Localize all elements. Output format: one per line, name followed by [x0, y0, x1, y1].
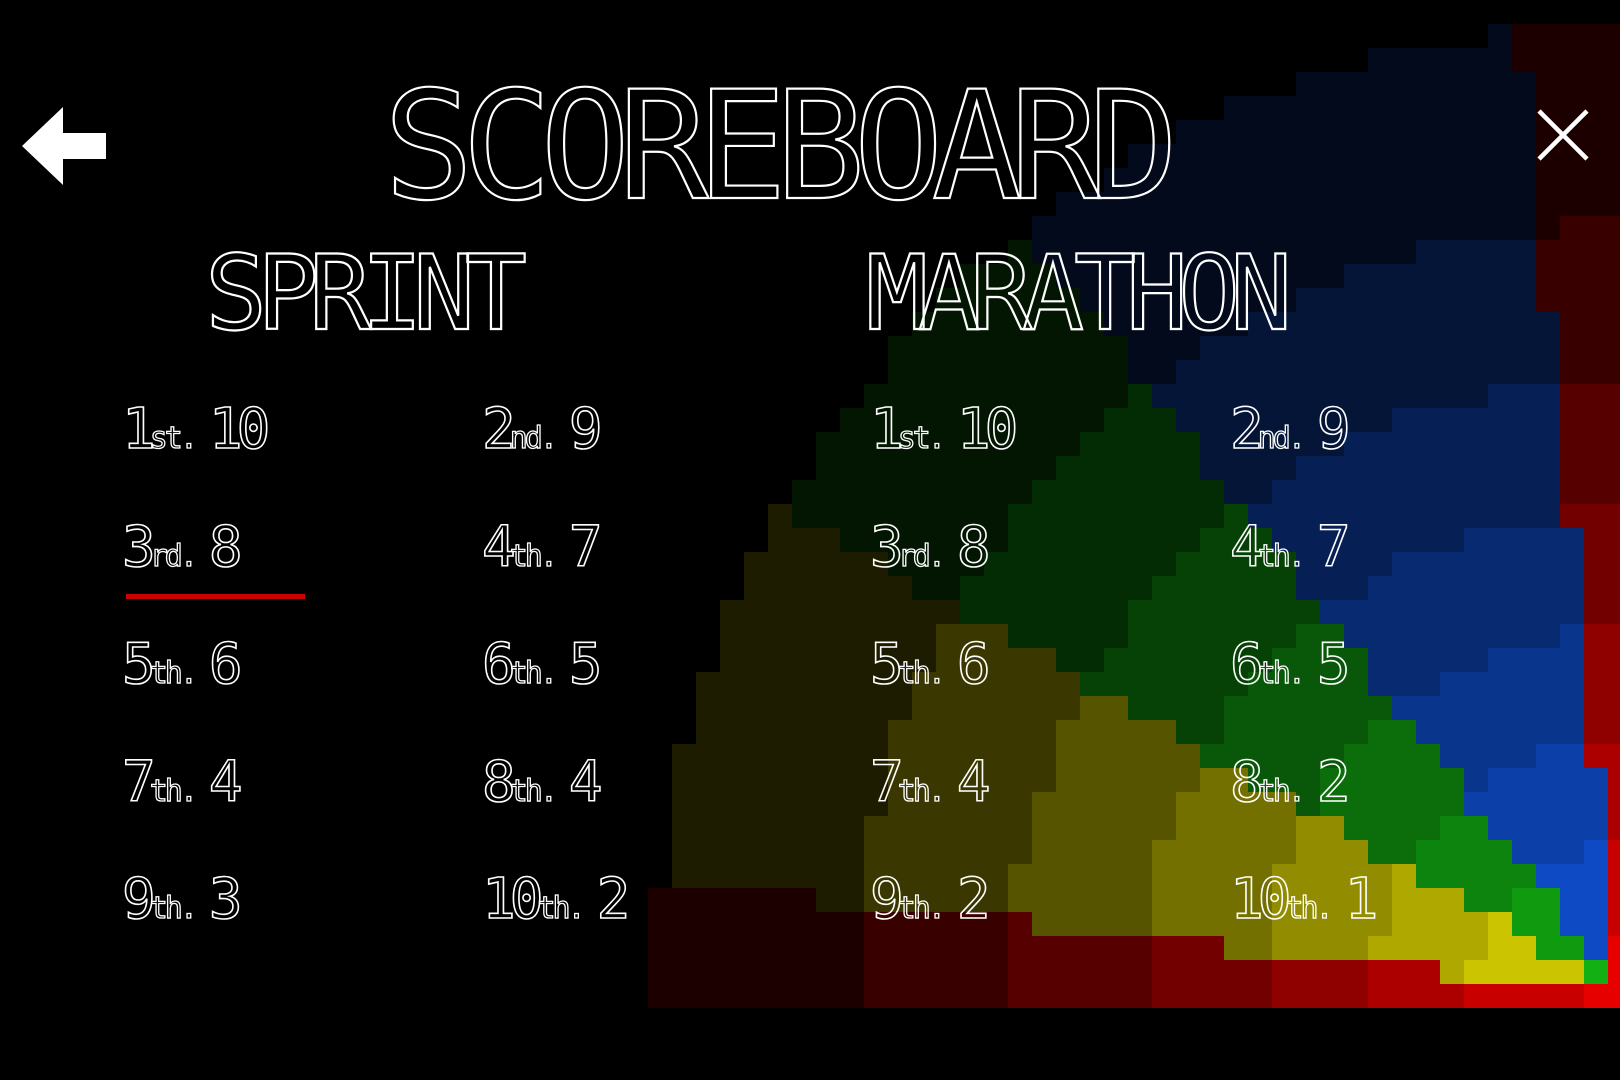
rank-suffix: rd.	[897, 538, 947, 574]
highlight-underline	[126, 593, 305, 599]
rank-number: 5	[869, 632, 904, 697]
score-value: 7	[1316, 514, 1351, 580]
score-entry: 7th. 4	[121, 753, 482, 873]
score-entry: 4th. 7	[1229, 518, 1590, 638]
rank-suffix: th.	[897, 656, 947, 691]
rank-suffix: th.	[509, 656, 559, 691]
score-value: 1	[1344, 867, 1379, 932]
rank-suffix: st.	[897, 421, 947, 456]
rank-suffix: nd.	[509, 421, 559, 456]
score-entry: 5th. 6	[121, 636, 482, 755]
rank-number: 9	[121, 867, 156, 932]
rank-number: 2	[1229, 397, 1264, 462]
score-value: 4	[956, 749, 991, 815]
close-x-icon	[1537, 109, 1589, 161]
rank-number: 5	[121, 632, 156, 697]
score-entry: 2nd. 9	[481, 401, 842, 520]
rank-number: 8	[1229, 749, 1264, 815]
rank-number: 7	[121, 749, 156, 815]
rank-number: 2	[481, 397, 516, 462]
score-entry: 8th. 2	[1229, 753, 1590, 873]
score-entry: 1st. 10	[869, 401, 1230, 520]
rank-suffix: th.	[1285, 891, 1335, 926]
rank-number: 8	[481, 749, 516, 815]
score-value: 9	[568, 397, 603, 462]
score-value: 5	[568, 632, 603, 697]
rank-suffix: nd.	[1257, 421, 1307, 456]
section-title-sprint: SPRINT	[204, 234, 528, 354]
rank-number: 10	[481, 867, 544, 932]
score-entry: 6th. 5	[481, 636, 842, 755]
rank-number: 6	[1229, 632, 1264, 697]
rank-suffix: th.	[897, 891, 947, 926]
rank-suffix: th.	[149, 773, 199, 809]
score-value: 10	[208, 397, 271, 462]
score-value: 5	[1316, 632, 1351, 697]
rank-number: 3	[121, 514, 156, 580]
score-entry: 5th. 6	[869, 636, 1230, 755]
back-arrow-icon	[22, 107, 106, 185]
rank-suffix: rd.	[149, 538, 199, 574]
score-value: 6	[956, 632, 991, 697]
score-value: 2	[956, 867, 991, 932]
score-entry: 4th. 7	[481, 518, 842, 638]
score-value: 6	[208, 632, 243, 697]
score-entry: 8th. 4	[481, 753, 842, 873]
score-entry: 9th. 2	[869, 871, 1230, 990]
rank-suffix: th.	[1257, 656, 1307, 691]
score-value: 7	[568, 514, 603, 580]
score-value: 8	[208, 514, 243, 580]
section-title-marathon: MARATHON	[865, 234, 1293, 354]
score-entry: 10th. 1	[1229, 871, 1590, 990]
rank-number: 4	[1229, 514, 1264, 580]
rank-number: 1	[121, 397, 156, 462]
rank-suffix: th.	[1257, 773, 1307, 809]
score-value: 8	[956, 514, 991, 580]
score-value: 4	[568, 749, 603, 815]
score-entry: 10th. 2	[481, 871, 842, 990]
rank-suffix: th.	[149, 891, 199, 926]
rank-suffix: th.	[897, 773, 947, 809]
score-value: 9	[1316, 397, 1351, 462]
score-value: 10	[956, 397, 1019, 462]
score-entry: 3rd. 8	[869, 518, 1230, 638]
rank-number: 6	[481, 632, 516, 697]
score-entry: 9th. 3	[121, 871, 482, 990]
marathon-entries-list: 1st. 10 2nd. 9 3rd. 8 4th. 7 5th. 6 6th. 5 7th…	[869, 401, 1590, 990]
rank-suffix: th.	[509, 773, 559, 809]
score-value: 2	[1316, 749, 1351, 815]
rank-suffix: st.	[149, 421, 199, 456]
score-entry: 6th. 5	[1229, 636, 1590, 755]
rank-number: 4	[481, 514, 516, 580]
rank-number: 3	[869, 514, 904, 580]
rank-suffix: th.	[509, 538, 559, 574]
score-value: 2	[596, 867, 631, 932]
rank-number: 1	[869, 397, 904, 462]
rank-number: 9	[869, 867, 904, 932]
score-value: 3	[208, 867, 243, 932]
score-value: 4	[208, 749, 243, 815]
rank-number: 7	[869, 749, 904, 815]
page-title: SCOREBOARD	[382, 60, 1179, 234]
score-entry: 7th. 4	[869, 753, 1230, 873]
score-entry: 3rd. 8	[121, 518, 482, 638]
sprint-entries-list: 1st. 10 2nd. 9 3rd. 8 4th. 7 5th. 6 6th. 5 7th…	[121, 401, 842, 990]
back-button[interactable]	[22, 106, 106, 186]
close-button[interactable]	[1532, 104, 1594, 166]
score-entry: 2nd. 9	[1229, 401, 1590, 520]
rank-suffix: th.	[537, 891, 587, 926]
rank-number: 10	[1229, 867, 1292, 932]
rank-suffix: th.	[1257, 538, 1307, 574]
rank-suffix: th.	[149, 656, 199, 691]
score-entry: 1st. 10	[121, 401, 482, 520]
